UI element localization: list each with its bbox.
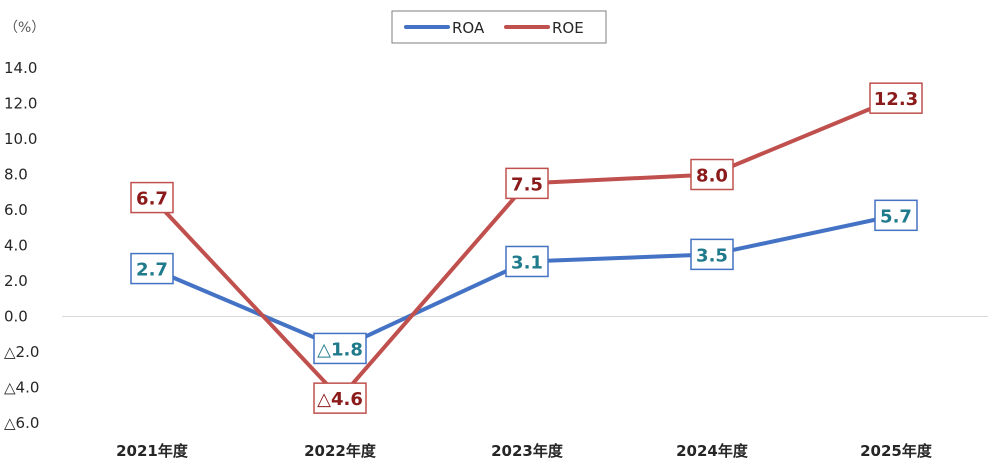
data-label-text: △1.8 — [317, 339, 363, 360]
data-label: 3.5 — [690, 238, 734, 271]
data-label-text: 3.1 — [511, 252, 543, 273]
legend-label: ROA — [452, 19, 485, 37]
x-tick-label: 2021年度 — [116, 442, 189, 460]
x-tick-label: 2025年度 — [860, 442, 933, 460]
y-tick-label: 4.0 — [4, 237, 28, 255]
data-label-box — [690, 238, 734, 271]
data-labels: 2.7 △1.8 3.1 3.5 5.7 6.7 △4.6 7.5 8.0 12.3 — [130, 82, 923, 414]
data-label-text: 8.0 — [696, 166, 728, 187]
legend-item: ROE — [504, 19, 584, 37]
series-line-roa — [150, 213, 898, 351]
data-label-text: 6.7 — [136, 189, 168, 210]
data-label-text: 12.3 — [874, 89, 918, 110]
y-tick-label: △2.0 — [4, 343, 39, 361]
data-label: 7.5 — [505, 167, 549, 200]
x-tick-label: 2023年度 — [491, 442, 564, 460]
x-axis: 2021年度 2022年度 2023年度 2024年度 2025年度 — [116, 442, 933, 460]
data-label-box — [313, 332, 367, 365]
y-tick-label: 6.0 — [4, 201, 28, 219]
y-tick-label: △4.0 — [4, 379, 39, 397]
y-axis: 14.0 12.0 10.0 8.0 6.0 4.0 2.0 0.0 △2.0 △4.0 △6.0 — [4, 59, 39, 432]
data-label: 6.7 — [130, 181, 174, 214]
data-label: 8.0 — [690, 158, 734, 191]
data-label-box — [869, 82, 923, 114]
y-tick-label: 10.0 — [4, 130, 37, 148]
data-label-text: △4.6 — [317, 389, 363, 410]
data-label: 12.3 — [869, 82, 923, 114]
legend-item: ROA — [404, 19, 485, 37]
y-tick-label: 12.0 — [4, 95, 37, 113]
data-label: 3.1 — [505, 245, 549, 278]
data-label: △4.6 — [313, 382, 367, 414]
y-tick-label: 8.0 — [4, 166, 28, 184]
data-label-text: 7.5 — [511, 174, 543, 195]
y-tick-label: △6.0 — [4, 414, 39, 432]
data-label-box — [313, 382, 367, 414]
data-label: 5.7 — [874, 199, 918, 232]
data-label-box — [130, 252, 174, 285]
x-tick-label: 2024年度 — [676, 442, 749, 460]
data-label-box — [130, 181, 174, 214]
y-tick-label: 0.0 — [4, 308, 28, 326]
data-label-text: 5.7 — [880, 206, 912, 227]
data-label-box — [690, 158, 734, 191]
data-label-box — [505, 167, 549, 200]
y-tick-label: 2.0 — [4, 272, 28, 290]
legend: ROA ROE — [391, 10, 607, 44]
y-tick-label: 14.0 — [4, 59, 37, 77]
y-axis-unit-label: （%） — [4, 20, 45, 36]
data-label: 2.7 — [130, 252, 174, 285]
legend-label: ROE — [552, 19, 584, 37]
data-label-box — [874, 199, 918, 232]
data-label: △1.8 — [313, 332, 367, 365]
data-label-text: 2.7 — [136, 260, 168, 281]
data-label-box — [505, 245, 549, 278]
x-tick-label: 2022年度 — [304, 442, 377, 460]
data-label-text: 3.5 — [696, 245, 728, 266]
